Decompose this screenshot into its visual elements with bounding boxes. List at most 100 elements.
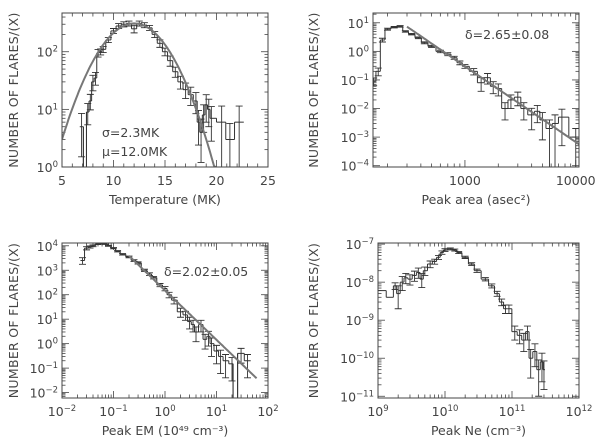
error-bar (398, 276, 406, 292)
x-tick-label: 1010 (432, 404, 459, 419)
x-tick-label: 102 (257, 404, 278, 419)
y-tick-label: 10−8 (346, 275, 374, 290)
error-bar (119, 253, 127, 256)
x-tick-label: 10000 (556, 173, 596, 188)
error-bar (402, 273, 410, 285)
error-bar (226, 122, 234, 167)
error-bar (383, 27, 391, 31)
x-tick-label: 109 (367, 404, 388, 419)
y-axis-title: NUMBER OF FLARES/(X) (306, 243, 321, 398)
annotation-text: σ=2.3MK (102, 125, 160, 140)
y-tick-label: 101 (37, 312, 58, 327)
error-bar (441, 248, 449, 252)
error-bar (218, 105, 226, 167)
error-bar (410, 270, 418, 282)
panel-top-left: 5 10 15 20 25 100 101 102 Temperature (MK) NUMBER… (6, 12, 276, 207)
y-tick-label: 10−11 (340, 389, 374, 404)
plot-frame (61, 242, 269, 399)
error-bar (535, 359, 543, 397)
error-bar (201, 333, 209, 350)
annotation-text: δ=2.02±0.05 (164, 264, 248, 279)
y-tick-label: 10−2 (30, 386, 58, 401)
y-tick-label: 100 (348, 44, 369, 59)
y-tick-label: 103 (37, 263, 58, 278)
error-bar (418, 273, 426, 289)
x-tick-label: 5 (58, 173, 66, 188)
y-tick-label: 102 (37, 288, 58, 303)
panel-top-right: 1000 10000 10−4 10−3 10−2 10−1 100 101 Peak area… (306, 12, 596, 207)
error-bar (217, 349, 225, 374)
error-bar (420, 41, 428, 45)
panel-bottom-left: 10−2 10−1 100 101 102 10−2 10−1 100 101 102 103 104… (6, 239, 279, 438)
panel-bottom-right: 109 1010 1011 1012 10−11 10−10 10−9 10−8 10−7 Pea… (306, 237, 592, 438)
y-tick-label: 100 (37, 337, 58, 352)
error-bar (78, 112, 86, 158)
error-bar (501, 102, 509, 121)
y-tick-label: 101 (37, 102, 58, 117)
y-tick-label: 100 (37, 160, 58, 175)
error-bar (489, 81, 497, 95)
fit-curve (128, 255, 258, 380)
x-axis-title: Peak area (asec²) (421, 192, 530, 207)
error-bar (520, 332, 528, 352)
plot-area (378, 247, 548, 397)
error-bar (538, 112, 546, 141)
y-tick-label: 10−3 (341, 130, 369, 145)
plot-area (62, 20, 244, 167)
x-axis-title: Peak EM (10⁴⁹ cm⁻³) (102, 423, 229, 438)
error-bar (572, 128, 579, 167)
plot-frame (377, 242, 580, 399)
error-bar (473, 268, 481, 273)
x-tick-label: 15 (157, 173, 173, 188)
x-axis-title: Temperature (MK) (108, 192, 221, 207)
error-bar (502, 304, 510, 314)
x-tick-label: 20 (209, 173, 225, 188)
x-tick-label: 10 (106, 173, 122, 188)
y-tick-label: 10−2 (341, 102, 369, 117)
y-tick-label: 10−7 (346, 237, 374, 252)
error-bar (406, 274, 414, 286)
y-tick-label: 10−1 (341, 73, 369, 88)
fit-curve (62, 22, 217, 167)
error-bar (401, 30, 409, 33)
error-bar (551, 114, 559, 167)
error-bar (86, 93, 94, 111)
ticks (377, 243, 580, 398)
x-tick-label: 100 (154, 404, 175, 419)
y-tick-label: 101 (348, 16, 369, 31)
y-tick-label: 10−10 (340, 351, 374, 366)
error-bar (213, 344, 220, 365)
x-tick-label: 1012 (566, 404, 593, 419)
error-bar (222, 354, 230, 379)
x-tick-label: 10−2 (48, 404, 76, 419)
error-bar (228, 357, 236, 382)
annotation-text: δ=2.65±0.08 (465, 27, 549, 42)
error-bar (390, 26, 398, 29)
x-tick-label: 1011 (499, 404, 526, 419)
plot-area (78, 243, 258, 398)
y-tick-label: 10−1 (30, 361, 58, 376)
fit-curve (406, 25, 579, 146)
error-bar (533, 105, 541, 124)
x-tick-label: 10−1 (99, 404, 127, 419)
error-bar (481, 277, 489, 282)
error-bar (91, 71, 99, 86)
plot-frame (61, 12, 269, 168)
y-axis-title: NUMBER OF FLARES/(X) (6, 12, 21, 167)
error-bar (207, 106, 215, 142)
plot-area (373, 25, 579, 167)
error-bar (546, 119, 554, 167)
error-bar (558, 108, 566, 147)
error-bar (461, 255, 469, 259)
y-tick-label: 10−4 (341, 159, 369, 174)
x-tick-label: 25 (260, 173, 276, 188)
error-bar (523, 325, 531, 341)
y-tick-label: 10−9 (346, 313, 374, 328)
y-axis-title: NUMBER OF FLARES/(X) (6, 243, 21, 398)
x-tick-label: 101 (206, 404, 227, 419)
y-axis-title: NUMBER OF FLARES/(X) (306, 12, 321, 167)
error-bar (235, 105, 243, 167)
error-bar (516, 329, 524, 345)
error-bar (435, 254, 443, 260)
error-bar (408, 32, 416, 36)
